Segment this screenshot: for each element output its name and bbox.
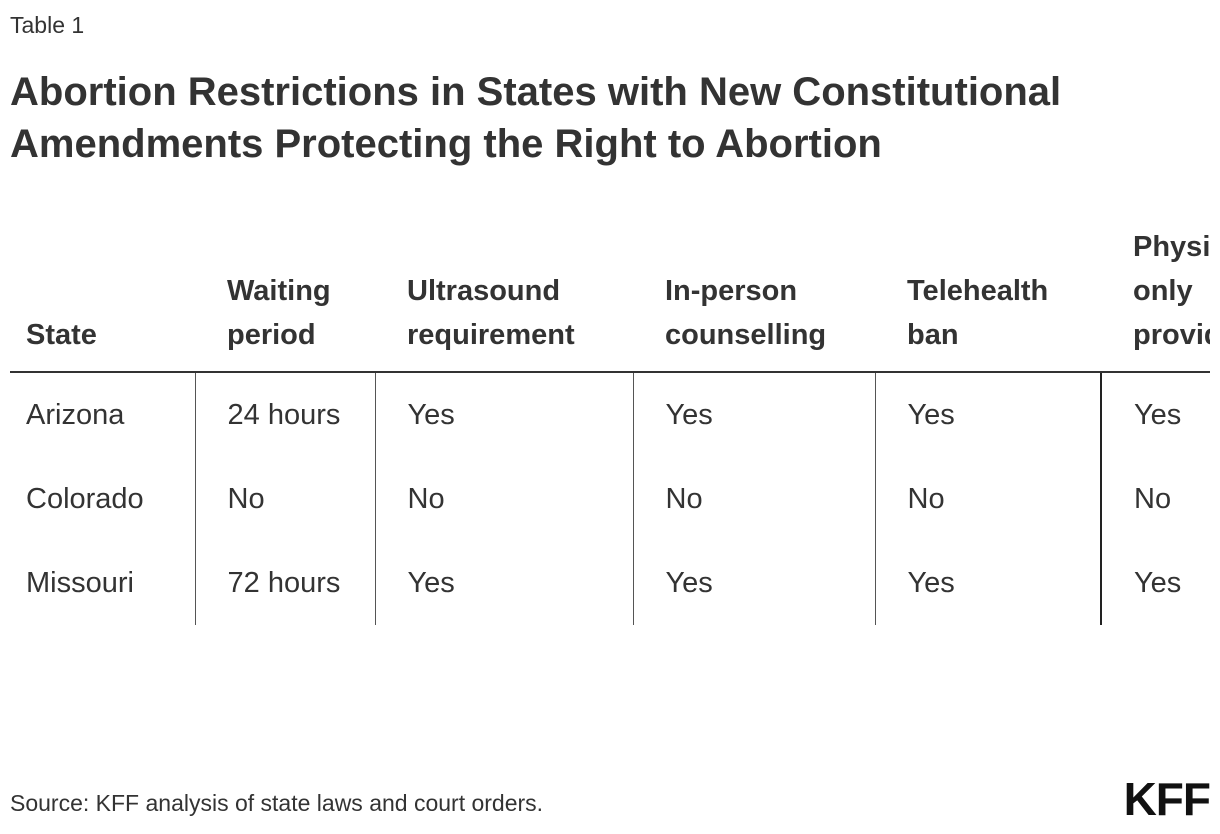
table-cell: Yes <box>874 541 1101 625</box>
table-cell: Yes <box>374 372 633 457</box>
state-cell: Arizona <box>26 399 125 431</box>
table-row: Colorado No No No No No <box>10 457 1210 541</box>
table-cell: No <box>374 457 633 541</box>
logo: KFF <box>1123 773 1211 825</box>
table-cell: Yes <box>632 372 875 457</box>
header-cell: State <box>10 225 195 373</box>
table-body: Arizona 24 hours Yes Yes Yes Yes Colorado No No N… <box>10 372 1210 625</box>
table-row: Missouri 72 hours Yes Yes Yes Yes <box>10 541 1210 625</box>
table-container: State Waiting period Ultrasound requiremen… <box>10 225 1210 625</box>
table-cell: No <box>194 457 375 541</box>
table-row: Arizona 24 hours Yes Yes Yes Yes <box>10 372 1210 457</box>
table-cell: Yes <box>632 541 875 625</box>
table: State Waiting period Ultrasound requiremen… <box>10 225 1210 625</box>
title: Abortion Restrictions in States with New… <box>10 70 1062 166</box>
table-cell: Yes <box>874 372 1101 457</box>
table-cell: No <box>632 457 875 541</box>
table-cell: Yes <box>1100 372 1210 457</box>
table-cell: 24 hours <box>194 372 375 457</box>
table-cell: No <box>1100 457 1210 541</box>
header-cell: In-person counselling <box>633 225 875 373</box>
source: Source: KFF analysis of state laws and c… <box>10 790 544 816</box>
table-cell: 72 hours <box>194 541 375 625</box>
table-label: Table 1 <box>10 12 85 38</box>
header-cell: Waiting period <box>195 225 375 373</box>
state-cell: Colorado <box>26 483 144 515</box>
state-cell: Missouri <box>26 567 134 599</box>
header-cell: Telehealth ban <box>875 225 1101 373</box>
header-row: State Waiting period Ultrasound requiremen… <box>10 225 1210 373</box>
table-cell: Yes <box>374 541 633 625</box>
table-cell: Yes <box>1100 541 1210 625</box>
header-cell: Ultrasound requirement <box>375 225 633 373</box>
header-cell: Physician only provider <box>1101 225 1210 373</box>
table-cell: No <box>874 457 1101 541</box>
